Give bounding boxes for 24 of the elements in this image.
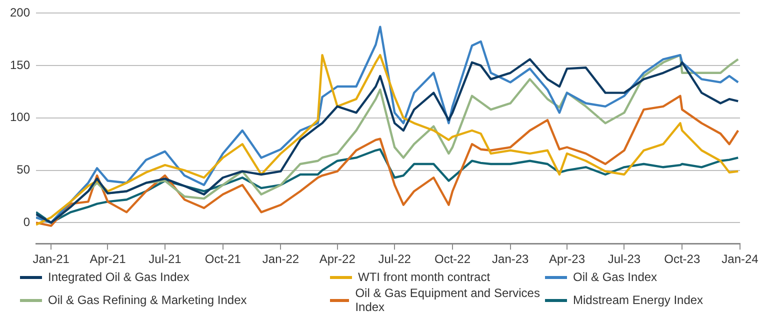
x-tick-label: Jan-23: [492, 252, 530, 266]
legend-label: Midstream Energy Index: [573, 293, 704, 307]
x-tick-label: Apr-22: [319, 252, 356, 266]
x-tick-label: Oct-22: [434, 252, 471, 266]
x-tick-label: Jul-21: [148, 252, 182, 266]
x-tick-label: Jul-23: [608, 252, 641, 266]
x-tick-label: Apr-23: [548, 252, 586, 266]
x-tick-label: Jan-24: [722, 252, 759, 266]
y-tick-label: 50: [16, 162, 30, 177]
x-tick-label: Jul-22: [378, 252, 412, 266]
y-tick-label: 150: [10, 58, 30, 72]
legend-label: Oil & Gas Index: [573, 270, 658, 284]
legend-label: Oil & Gas Equipment and Services Index: [355, 286, 541, 314]
x-tick-label: Oct-23: [664, 252, 700, 266]
x-tick-label: Jan-22: [262, 252, 300, 266]
y-tick-label: 0: [23, 214, 30, 229]
x-tick-label: Oct-21: [204, 252, 242, 266]
x-tick-label: Apr-21: [90, 252, 126, 266]
legend-label: Integrated Oil & Gas Index: [48, 270, 190, 284]
x-tick-label: Jan-21: [32, 252, 70, 266]
legend-label: WTI front month contract: [358, 270, 490, 284]
y-tick-label: 100: [10, 110, 30, 124]
legend-label: Oil & Gas Refining & Marketing Index: [48, 293, 247, 307]
y-tick-label: 200: [10, 6, 30, 20]
